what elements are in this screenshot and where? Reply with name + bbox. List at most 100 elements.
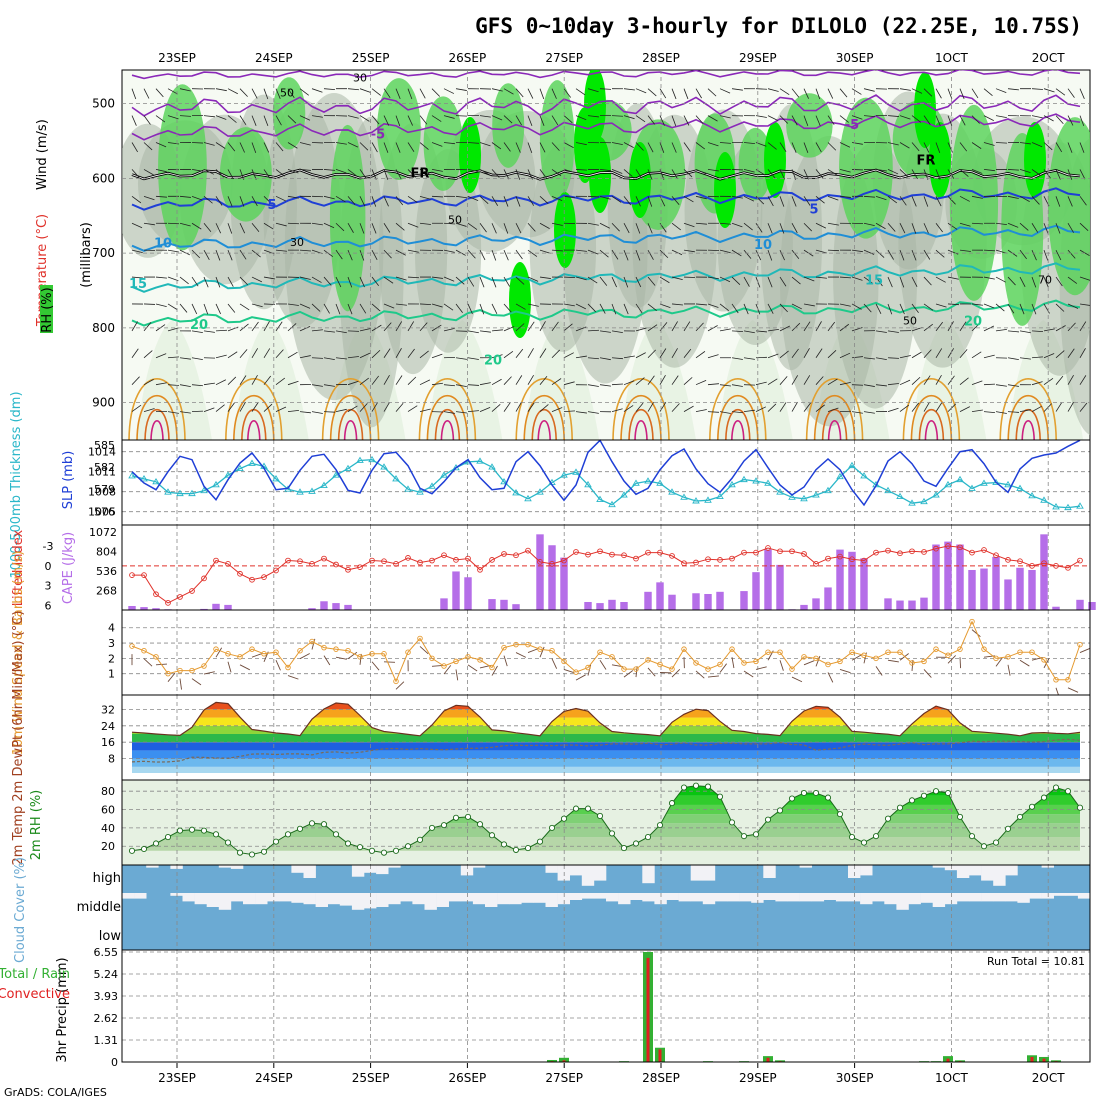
lifted-index-point (429, 557, 435, 564)
lifted-index-point (789, 548, 795, 555)
cloud-cell (1053, 893, 1067, 896)
rh-point (824, 794, 832, 801)
wind-barb (431, 115, 442, 122)
wind-barb (347, 196, 356, 205)
wind-barb (275, 660, 281, 671)
rh-point (476, 821, 484, 828)
rh-saturated-region (554, 192, 576, 268)
wind-barb (851, 303, 862, 310)
wind-barb (935, 374, 942, 385)
wind-barb (479, 169, 490, 176)
wind-barb (791, 348, 799, 359)
cloud-cell (690, 865, 704, 881)
lifted-index-point (717, 557, 723, 563)
thickness-point (764, 479, 772, 486)
wind-barb (563, 303, 575, 307)
lifted-index-point (597, 548, 603, 555)
cloud-cell (799, 893, 812, 902)
thickness-point (188, 489, 196, 497)
wind-barb (275, 321, 283, 332)
rh-point (812, 789, 820, 797)
date-label: 1OCT (935, 1071, 968, 1085)
wind-barb (647, 88, 657, 97)
isotherm-line (131, 70, 1081, 80)
wind-barb (359, 352, 371, 359)
wind-barb (407, 348, 415, 359)
wind-barb (599, 659, 607, 670)
cloud-cell (279, 893, 292, 902)
wind-barb (1067, 249, 1076, 259)
rh-point (968, 833, 976, 840)
wind-barb (671, 196, 680, 205)
temp-line (131, 701, 1081, 737)
cape-tick: 804 (96, 546, 117, 559)
wind-speed-point (165, 670, 171, 677)
wind-barb (1043, 115, 1054, 122)
thickness-point (644, 477, 652, 484)
wind-barb (371, 303, 381, 312)
wind-barb (251, 169, 257, 180)
wind-barb (395, 196, 404, 206)
rh-point (308, 820, 316, 827)
wind-barb (299, 653, 310, 660)
wind-barb (563, 410, 576, 412)
wind-barb (995, 276, 1006, 283)
slp-tick: 1014 (88, 446, 116, 459)
isotherm-line (523, 395, 565, 440)
wind-barb (383, 249, 392, 259)
wind-barb (203, 671, 215, 675)
wind-speed-point (441, 663, 447, 669)
wind-barb (719, 384, 731, 387)
cloud-cell (1029, 893, 1042, 899)
wind-barb (455, 384, 467, 387)
wind-barb (143, 408, 155, 412)
wind-barb (827, 195, 839, 201)
lifted-index-point (621, 552, 627, 559)
wind-barb (899, 355, 911, 359)
precip-convective-legend: Convective (0, 987, 70, 1002)
cloud-cell (303, 865, 316, 878)
wind-barb (731, 303, 739, 314)
isotherm-line (910, 395, 953, 440)
wind-barb (215, 88, 227, 92)
wind-barb (875, 384, 887, 387)
wind-barb (383, 401, 391, 412)
wind-barb (587, 329, 600, 332)
wind-barb (419, 322, 428, 332)
wind-barb (227, 223, 233, 234)
wind-barb (923, 669, 932, 678)
wind-barb (383, 196, 389, 207)
wind-speed-point (945, 652, 951, 659)
wind-barb (671, 88, 677, 100)
temp-band (132, 734, 1080, 743)
wind-barb (239, 223, 246, 234)
rh-point (200, 827, 208, 834)
wind-barb (239, 142, 245, 153)
wind-barb (851, 654, 862, 661)
wind-barb (503, 376, 512, 385)
wind-barb (383, 115, 390, 126)
wind-barb (659, 88, 667, 99)
wind-barb (203, 276, 209, 288)
cloud-cell (763, 893, 776, 900)
wind-barb (491, 88, 503, 92)
wind-barb (251, 142, 257, 153)
wind-barb (815, 88, 821, 100)
wind-barb (971, 169, 983, 174)
wind-speed-point (561, 658, 567, 665)
wind-speed-point (885, 649, 891, 655)
lifted-index-point (753, 549, 759, 556)
wind-barb (203, 115, 215, 118)
wind-speed-point (729, 646, 735, 652)
lifted-index-point (741, 549, 747, 556)
wind-barb (251, 652, 263, 658)
cape-tick: 536 (96, 565, 117, 578)
wind-barb (371, 249, 378, 261)
wind-barb (599, 303, 606, 314)
wind-barb (587, 222, 599, 226)
wind-barb (815, 348, 823, 359)
cape-bar (740, 591, 748, 610)
cape-bar (644, 591, 652, 610)
isotherm-line (634, 420, 648, 440)
wind-barb (155, 195, 167, 198)
